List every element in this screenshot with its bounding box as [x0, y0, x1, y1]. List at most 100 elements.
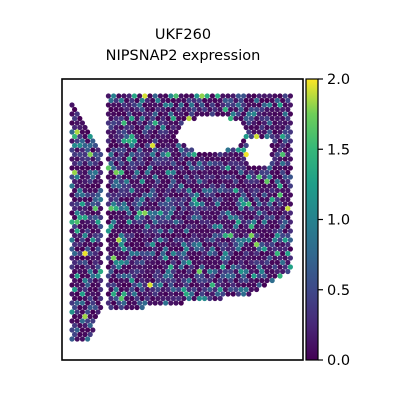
spot-point	[280, 124, 286, 131]
spot-point	[238, 259, 244, 266]
spot-point	[204, 156, 210, 162]
spot-point	[181, 106, 187, 113]
spot-point	[215, 237, 221, 243]
spot-point	[243, 133, 249, 140]
spot-point	[274, 124, 280, 131]
spot-point	[144, 178, 150, 185]
spot-point	[152, 93, 158, 99]
spot-point	[90, 147, 96, 153]
spot-point	[72, 259, 78, 266]
spot-point	[87, 241, 93, 248]
spot-point	[272, 102, 278, 108]
spot-point	[77, 232, 83, 239]
spot-point	[173, 147, 179, 153]
spot-point	[191, 295, 197, 302]
spot-point	[160, 106, 166, 113]
spot-point	[196, 160, 202, 167]
spot-point	[191, 205, 197, 212]
spot-point	[147, 219, 153, 225]
spot-point	[108, 196, 114, 203]
spot-point	[129, 151, 135, 158]
spot-point	[111, 138, 117, 144]
spot-point	[90, 273, 96, 279]
spot-point	[168, 201, 174, 207]
spot-point	[72, 322, 78, 329]
spot-point	[144, 97, 150, 104]
spot-point	[85, 318, 91, 324]
spot-point	[183, 156, 189, 162]
spot-point	[254, 178, 260, 185]
spot-point	[116, 264, 122, 270]
spot-point	[113, 97, 119, 104]
spot-point	[142, 210, 148, 216]
spot-point	[256, 273, 262, 279]
spot-point	[285, 97, 291, 104]
spot-point	[282, 264, 288, 270]
spot-point	[165, 169, 171, 176]
spot-point	[155, 223, 161, 230]
spot-point	[152, 264, 158, 270]
spot-point	[121, 102, 127, 108]
spot-point	[144, 106, 150, 113]
spot-point	[105, 93, 111, 99]
spot-point	[199, 246, 205, 252]
spot-point	[254, 133, 260, 140]
spot-point	[163, 291, 169, 297]
spot-point	[264, 124, 270, 131]
spot-point	[170, 115, 176, 122]
spot-point	[173, 228, 179, 234]
spot-point	[139, 277, 145, 284]
spot-point	[248, 205, 254, 212]
spot-point	[212, 106, 218, 113]
spot-point	[163, 102, 169, 108]
spot-point	[173, 300, 179, 306]
spot-point	[233, 241, 239, 248]
spot-point	[186, 187, 192, 194]
spot-point	[157, 138, 163, 144]
spot-point	[183, 219, 189, 225]
spot-point	[246, 291, 252, 297]
spot-point	[194, 219, 200, 225]
spot-point	[118, 106, 124, 113]
spot-point	[176, 223, 182, 230]
spot-point	[254, 187, 260, 194]
spot-point	[215, 246, 221, 252]
spot-point	[160, 142, 166, 149]
spot-point	[181, 268, 187, 275]
spot-point	[72, 304, 78, 311]
spot-point	[178, 246, 184, 252]
spot-point	[152, 102, 158, 108]
spot-point	[251, 165, 257, 171]
spot-point	[142, 129, 148, 135]
spot-point	[194, 93, 200, 99]
spot-point	[147, 183, 153, 189]
spot-point	[72, 115, 78, 122]
spot-point	[170, 169, 176, 176]
spot-point	[129, 295, 135, 302]
spot-point	[194, 201, 200, 207]
spot-point	[251, 228, 257, 234]
spot-point	[220, 165, 226, 171]
spot-point	[79, 129, 85, 135]
spot-point	[82, 187, 88, 194]
spot-point	[251, 246, 257, 252]
spot-point	[220, 156, 226, 162]
spot-point	[157, 273, 163, 279]
spot-point	[287, 183, 293, 189]
spot-point	[259, 259, 265, 266]
spot-point	[194, 210, 200, 216]
spot-point	[126, 111, 132, 117]
spot-point	[69, 300, 75, 306]
spot-point	[173, 111, 179, 117]
spot-point	[285, 259, 291, 266]
spot-point	[199, 111, 205, 117]
spot-point	[230, 291, 236, 297]
spot-point	[69, 210, 75, 216]
spot-point	[85, 165, 91, 171]
spot-point	[160, 151, 166, 158]
spot-point	[72, 295, 78, 302]
spot-point	[267, 219, 273, 225]
spot-point	[287, 219, 293, 225]
spot-point	[202, 295, 208, 302]
spot-point	[199, 102, 205, 108]
